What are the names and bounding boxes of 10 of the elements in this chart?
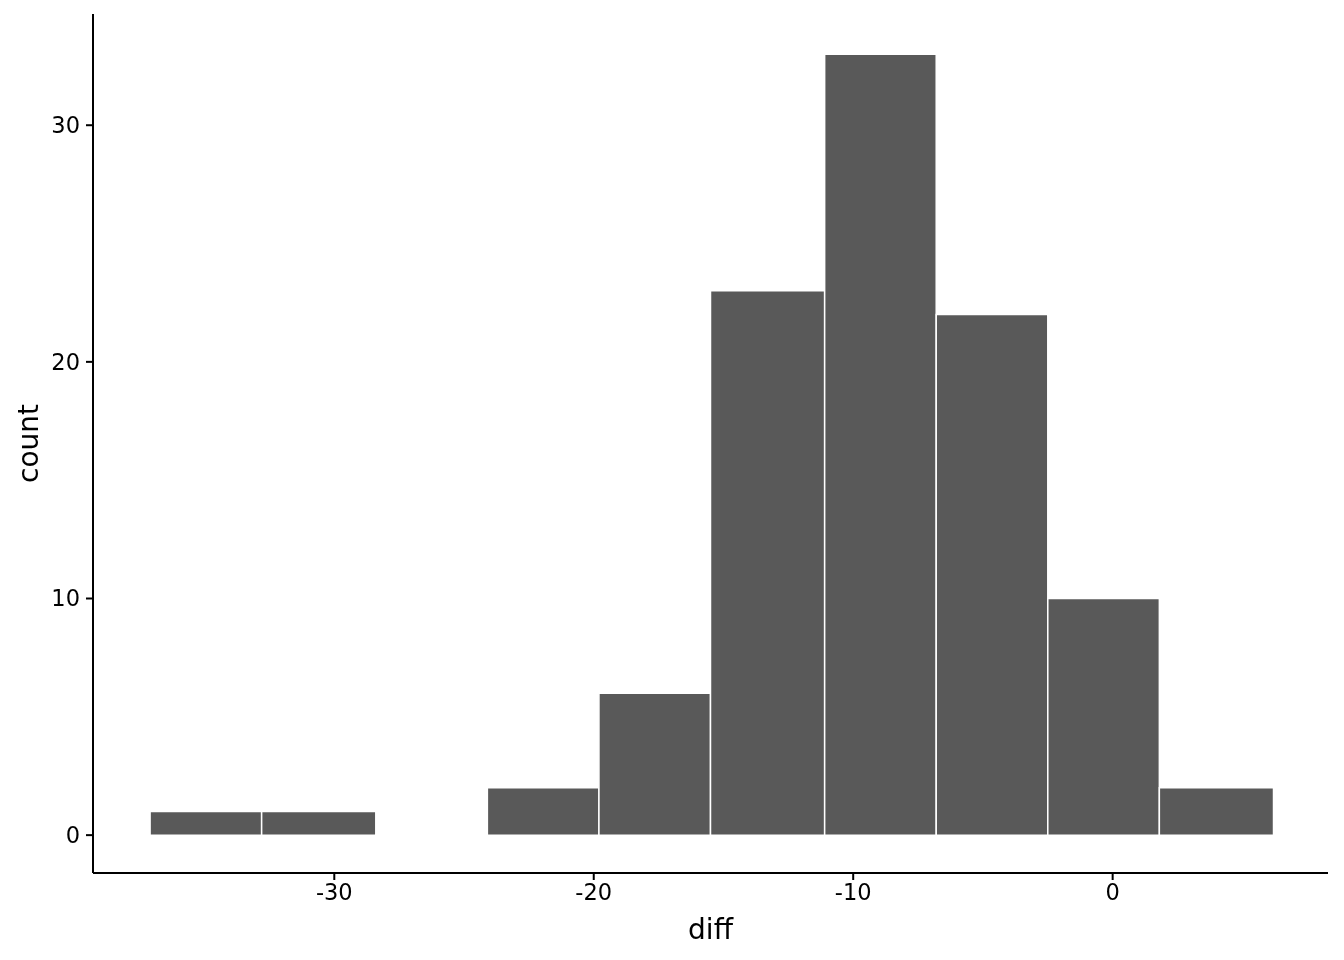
y-tick-label: 20 — [51, 348, 80, 375]
y-tick-label: 10 — [51, 585, 80, 612]
x-tick-label: 0 — [1105, 878, 1120, 905]
y-tick-label: 0 — [65, 822, 80, 849]
x-tick-label: -10 — [834, 878, 872, 905]
x-axis-title: diff — [688, 913, 734, 946]
x-tick-label: -20 — [575, 878, 613, 905]
x-tick-label: -30 — [315, 878, 353, 905]
y-axis-title: count — [11, 403, 45, 483]
y-tick-label: 30 — [51, 112, 80, 139]
